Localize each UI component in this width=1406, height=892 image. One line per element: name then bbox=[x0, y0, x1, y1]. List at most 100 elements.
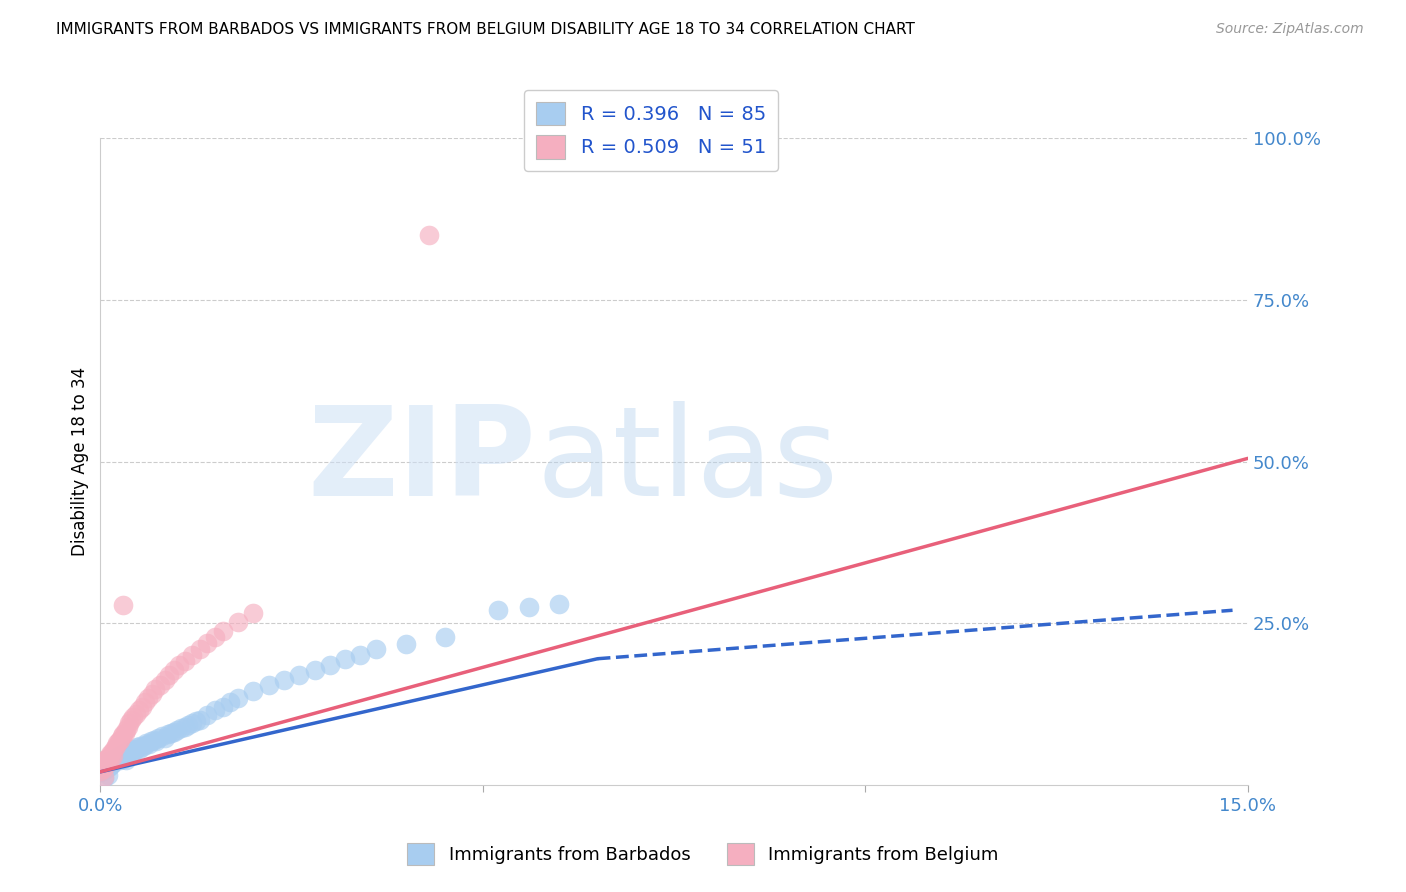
Point bbox=[115, 746, 138, 760]
Point bbox=[101, 753, 124, 767]
Point bbox=[156, 727, 179, 741]
Point bbox=[150, 729, 173, 743]
Point bbox=[163, 663, 186, 677]
Point bbox=[188, 713, 211, 727]
Point bbox=[107, 750, 129, 764]
Point bbox=[204, 631, 226, 645]
Point bbox=[98, 755, 121, 769]
Point bbox=[118, 716, 141, 731]
Point bbox=[104, 739, 127, 753]
Point bbox=[211, 624, 233, 638]
Point bbox=[111, 752, 134, 766]
Point bbox=[128, 742, 150, 756]
Point bbox=[98, 747, 121, 761]
Point bbox=[170, 721, 193, 735]
Point bbox=[104, 750, 127, 764]
Point bbox=[110, 732, 132, 747]
Point bbox=[188, 642, 211, 657]
Point bbox=[395, 637, 418, 651]
Point bbox=[103, 752, 125, 766]
Point bbox=[97, 756, 120, 771]
Point bbox=[181, 716, 204, 731]
Text: IMMIGRANTS FROM BARBADOS VS IMMIGRANTS FROM BELGIUM DISABILITY AGE 18 TO 34 CORR: IMMIGRANTS FROM BARBADOS VS IMMIGRANTS F… bbox=[56, 22, 915, 37]
Point bbox=[97, 758, 120, 772]
Point bbox=[100, 758, 122, 772]
Point bbox=[157, 668, 180, 682]
Point bbox=[181, 648, 204, 663]
Point bbox=[122, 744, 145, 758]
Text: atlas: atlas bbox=[537, 401, 838, 522]
Point bbox=[105, 753, 128, 767]
Text: ZIP: ZIP bbox=[308, 401, 537, 522]
Point bbox=[103, 755, 125, 769]
Y-axis label: Disability Age 18 to 34: Disability Age 18 to 34 bbox=[72, 367, 89, 557]
Point bbox=[125, 740, 148, 755]
Point bbox=[138, 737, 160, 751]
Point bbox=[96, 762, 118, 776]
Point bbox=[93, 772, 115, 786]
Point bbox=[112, 598, 135, 612]
Point bbox=[94, 757, 117, 772]
Point bbox=[257, 677, 280, 691]
Point bbox=[486, 603, 509, 617]
Point bbox=[107, 748, 129, 763]
Legend: R = 0.396   N = 85, R = 0.509   N = 51: R = 0.396 N = 85, R = 0.509 N = 51 bbox=[524, 90, 778, 170]
Point bbox=[148, 731, 170, 746]
Point bbox=[197, 708, 219, 723]
Point bbox=[418, 228, 440, 243]
Point bbox=[122, 710, 145, 724]
Point bbox=[134, 738, 156, 752]
Point bbox=[219, 695, 242, 709]
Point bbox=[166, 723, 188, 737]
Point bbox=[105, 752, 128, 766]
Point bbox=[120, 713, 142, 727]
Point bbox=[114, 726, 136, 740]
Point bbox=[319, 658, 342, 673]
Text: Source: ZipAtlas.com: Source: ZipAtlas.com bbox=[1216, 22, 1364, 37]
Point bbox=[111, 748, 134, 763]
Point bbox=[97, 753, 120, 767]
Point bbox=[94, 753, 117, 767]
Point bbox=[128, 703, 150, 717]
Point bbox=[141, 687, 163, 701]
Point bbox=[93, 770, 115, 784]
Point bbox=[112, 747, 135, 761]
Point bbox=[273, 673, 295, 687]
Point bbox=[108, 752, 131, 766]
Point bbox=[349, 648, 371, 663]
Point bbox=[139, 733, 162, 747]
Point bbox=[89, 764, 111, 779]
Point bbox=[118, 744, 141, 758]
Point bbox=[153, 731, 176, 745]
Point bbox=[135, 736, 157, 750]
Point bbox=[94, 755, 117, 769]
Point bbox=[159, 726, 181, 740]
Point bbox=[145, 682, 167, 697]
Point bbox=[93, 764, 115, 778]
Point bbox=[226, 690, 249, 705]
Point bbox=[204, 703, 226, 717]
Point bbox=[163, 724, 186, 739]
Point bbox=[517, 600, 540, 615]
Point bbox=[149, 677, 172, 691]
Point bbox=[129, 739, 152, 753]
Point bbox=[104, 753, 127, 767]
Point bbox=[107, 733, 129, 747]
Point bbox=[433, 631, 456, 645]
Point bbox=[131, 700, 153, 714]
Point bbox=[103, 742, 125, 756]
Point bbox=[100, 750, 122, 764]
Point bbox=[93, 755, 115, 769]
Point bbox=[91, 759, 114, 773]
Point bbox=[153, 673, 176, 687]
Point bbox=[131, 740, 153, 755]
Point bbox=[333, 651, 356, 665]
Point bbox=[97, 750, 120, 764]
Point bbox=[98, 748, 121, 763]
Point bbox=[91, 757, 114, 772]
Point bbox=[97, 759, 120, 773]
Point bbox=[124, 742, 146, 756]
Point bbox=[364, 642, 387, 657]
Point bbox=[177, 718, 200, 732]
Point bbox=[89, 764, 111, 778]
